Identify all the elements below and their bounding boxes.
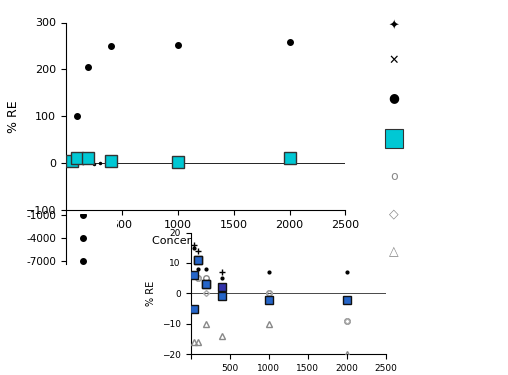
Text: ●: ● — [388, 91, 399, 104]
Y-axis label: % RE: % RE — [8, 100, 20, 133]
Text: o: o — [390, 170, 398, 183]
X-axis label: Concentration (nM): Concentration (nM) — [152, 235, 260, 245]
Y-axis label: % RE: % RE — [146, 281, 156, 306]
Text: ✕: ✕ — [389, 54, 399, 66]
Text: △: △ — [389, 245, 398, 258]
Text: ✦: ✦ — [389, 20, 399, 33]
Text: ◇: ◇ — [389, 207, 398, 220]
